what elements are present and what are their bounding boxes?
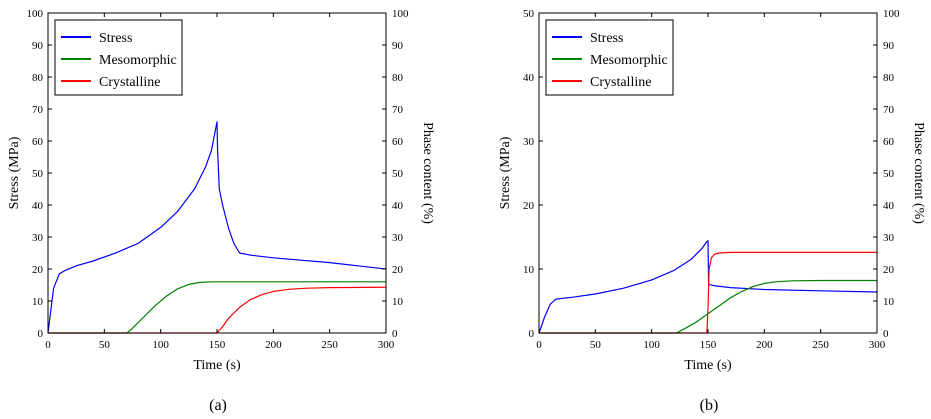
x-axis-label: Time (s) bbox=[684, 358, 732, 373]
y-tick-label: 60 bbox=[32, 136, 44, 148]
series-line-mesomorphic bbox=[48, 282, 386, 333]
y2-tick-label: 80 bbox=[883, 72, 895, 84]
y2-tick-label: 30 bbox=[883, 232, 895, 244]
legend-label: Stress bbox=[99, 31, 132, 46]
y-tick-label: 40 bbox=[523, 72, 535, 84]
y2-tick-label: 10 bbox=[883, 296, 895, 308]
x-tick-label: 100 bbox=[152, 339, 169, 351]
y-tick-label: 10 bbox=[32, 296, 44, 308]
y-tick-label: 100 bbox=[27, 8, 44, 20]
legend-label: Stress bbox=[590, 31, 623, 46]
chart-a: 0 50 100 150 200 250 3000102030405060708090100… bbox=[7, 8, 435, 414]
y2-tick-label: 40 bbox=[392, 200, 404, 212]
y2-tick-label: 70 bbox=[392, 104, 404, 116]
y2-tick-label: 50 bbox=[392, 168, 404, 180]
x-tick-label: 50 bbox=[99, 339, 111, 351]
y-tick-label: 30 bbox=[523, 136, 535, 148]
y2-tick-label: 50 bbox=[883, 168, 895, 180]
y-tick-label: 50 bbox=[32, 168, 44, 180]
y2-tick-label: 10 bbox=[392, 296, 404, 308]
y2-tick-label: 0 bbox=[883, 328, 889, 340]
x-tick-label: 200 bbox=[756, 339, 773, 351]
x-tick-label: 0 bbox=[536, 339, 542, 351]
series-line-crystalline bbox=[48, 287, 386, 333]
x-tick-label: 150 bbox=[209, 339, 226, 351]
panel-caption: (a) bbox=[209, 397, 227, 414]
y2-tick-label: 30 bbox=[392, 232, 404, 244]
y2-tick-label: 90 bbox=[392, 40, 404, 52]
y-tick-label: 70 bbox=[32, 104, 44, 116]
y2-tick-label: 100 bbox=[392, 8, 409, 20]
y2-axis-label: Phase content (%) bbox=[911, 122, 926, 224]
y-tick-label: 10 bbox=[523, 264, 535, 276]
legend-label: Crystalline bbox=[99, 75, 160, 90]
x-tick-label: 250 bbox=[321, 339, 338, 351]
y-axis-label: Stress (MPa) bbox=[7, 136, 22, 209]
y2-tick-label: 80 bbox=[392, 72, 404, 84]
series-line-stress bbox=[48, 122, 386, 333]
y-tick-label: 80 bbox=[32, 72, 44, 84]
y2-tick-label: 100 bbox=[883, 8, 900, 20]
y2-axis-label: Phase content (%) bbox=[420, 122, 435, 224]
x-tick-label: 100 bbox=[643, 339, 660, 351]
y2-tick-label: 20 bbox=[392, 264, 404, 276]
y2-tick-label: 70 bbox=[883, 104, 895, 116]
legend-label: Crystalline bbox=[590, 75, 651, 90]
x-axis-label: Time (s) bbox=[193, 358, 241, 373]
y2-tick-label: 60 bbox=[883, 136, 895, 148]
y-tick-label: 40 bbox=[32, 200, 44, 212]
y-tick-label: 30 bbox=[32, 232, 44, 244]
y2-tick-label: 60 bbox=[392, 136, 404, 148]
legend-label: Mesomorphic bbox=[590, 53, 668, 68]
y-tick-label: 90 bbox=[32, 40, 44, 52]
legend-label: Mesomorphic bbox=[99, 53, 177, 68]
y2-tick-label: 0 bbox=[392, 328, 398, 340]
x-tick-label: 150 bbox=[700, 339, 717, 351]
y-tick-label: 0 bbox=[529, 328, 535, 340]
x-tick-label: 0 bbox=[45, 339, 51, 351]
x-tick-label: 300 bbox=[869, 339, 886, 351]
y2-tick-label: 20 bbox=[883, 264, 895, 276]
y-tick-label: 20 bbox=[32, 264, 44, 276]
x-tick-label: 50 bbox=[590, 339, 602, 351]
x-tick-label: 300 bbox=[378, 339, 395, 351]
y-tick-label: 20 bbox=[523, 200, 535, 212]
y2-tick-label: 40 bbox=[883, 200, 895, 212]
y-tick-label: 50 bbox=[523, 8, 535, 20]
y2-tick-label: 90 bbox=[883, 40, 895, 52]
chart-b: 0 50 100 150 200 250 3000102030405001020304050… bbox=[498, 8, 926, 414]
y-axis-label: Stress (MPa) bbox=[498, 136, 513, 209]
y-tick-label: 0 bbox=[38, 328, 44, 340]
x-tick-label: 250 bbox=[812, 339, 829, 351]
panel-caption: (b) bbox=[700, 397, 719, 414]
x-tick-label: 200 bbox=[265, 339, 282, 351]
